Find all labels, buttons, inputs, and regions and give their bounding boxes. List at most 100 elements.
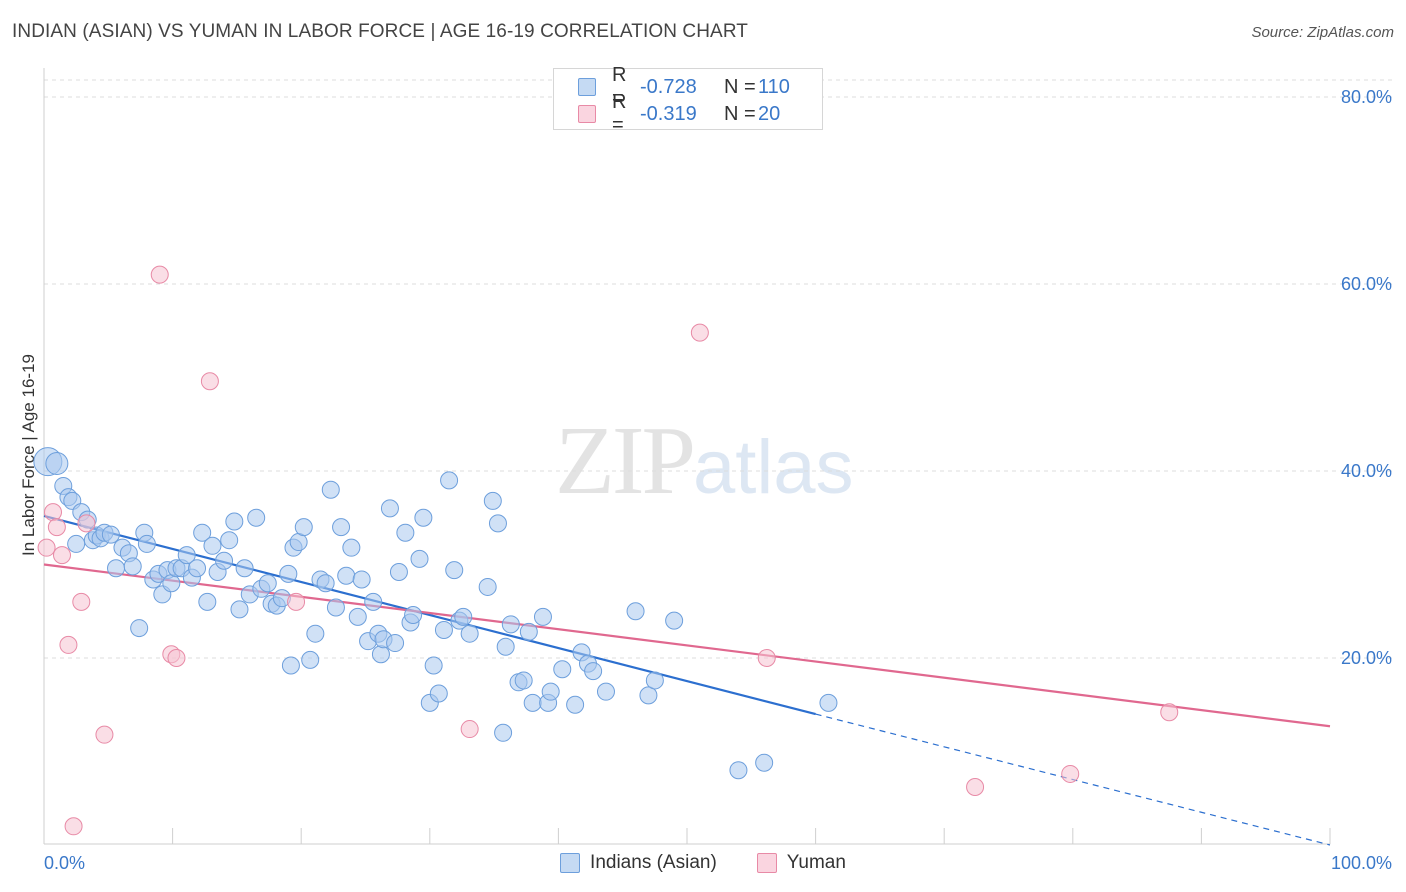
point-indians	[352, 570, 371, 589]
legend-swatch-indians	[560, 853, 581, 873]
legend-swatch-yuman	[578, 105, 596, 123]
point-indians	[198, 592, 217, 611]
point-indians	[371, 645, 390, 664]
point-indians	[188, 559, 207, 578]
point-indians	[494, 723, 513, 742]
point-indians	[225, 512, 244, 531]
point-indians	[819, 693, 838, 712]
point-indians	[162, 574, 181, 593]
point-yuman	[47, 518, 66, 537]
point-indians	[478, 577, 497, 596]
legend-item-indians[interactable]: Indians (Asian)	[560, 852, 717, 874]
x-tick-label: 100.0%	[1331, 853, 1392, 873]
point-indians	[501, 615, 520, 634]
point-indians	[235, 559, 254, 578]
point-indians	[396, 523, 415, 542]
point-yuman	[167, 649, 186, 667]
point-indians	[755, 753, 774, 772]
point-yuman	[1061, 764, 1080, 783]
legend-swatch-indians	[578, 78, 596, 96]
point-indians	[541, 682, 560, 701]
legend-r-label: R =	[612, 91, 627, 136]
legend-label-indians: Indians (Asian)	[590, 852, 717, 873]
point-yuman	[966, 778, 985, 797]
correlation-legend: R = -0.728 N = 110 R = -0.319 N = 20	[553, 64, 823, 136]
point-yuman	[44, 503, 63, 522]
legend-item-yuman[interactable]: Yuman	[756, 852, 846, 874]
y-tick-label: 40.0%	[1341, 461, 1392, 481]
legend-r-value: -0.319	[640, 102, 697, 125]
point-yuman	[95, 725, 114, 744]
point-indians	[332, 518, 351, 537]
point-indians	[440, 471, 459, 490]
point-indians	[130, 619, 149, 638]
x-tick-label: 0.0%	[44, 853, 85, 873]
point-indians	[523, 693, 542, 712]
point-indians	[67, 534, 86, 553]
point-yuman	[690, 323, 709, 342]
point-indians	[326, 598, 345, 617]
point-yuman	[77, 514, 96, 533]
point-indians	[289, 533, 308, 552]
point-indians	[203, 536, 222, 555]
point-yuman	[287, 592, 306, 611]
point-indians	[404, 605, 423, 624]
y-tick-label: 60.0%	[1341, 274, 1392, 294]
point-indians	[514, 671, 533, 690]
point-yuman	[757, 649, 776, 667]
watermark: ZIPatlas	[555, 405, 854, 517]
point-indians	[460, 624, 479, 643]
legend-row-yuman: R = -0.319 N = 20	[578, 91, 780, 136]
point-indians	[247, 508, 266, 527]
point-indians	[483, 491, 502, 510]
point-indians	[386, 634, 405, 653]
point-indians	[230, 600, 249, 619]
point-indians	[454, 607, 473, 626]
legend-r-value: -0.728	[640, 75, 697, 98]
legend-swatch-yuman	[756, 853, 777, 873]
point-yuman	[72, 592, 91, 611]
point-indians	[279, 564, 298, 583]
point-indians	[316, 574, 335, 593]
tick-labels: 20.0% 40.0% 60.0% 80.0% 0.0% 100.0%	[44, 87, 1392, 873]
point-indians	[45, 452, 69, 476]
point-indians	[380, 499, 399, 518]
point-yuman	[59, 635, 78, 654]
point-indians	[348, 607, 367, 626]
legend-n-label: N =	[724, 75, 756, 98]
point-indians	[729, 761, 748, 780]
point-indians	[566, 695, 585, 714]
point-yuman	[150, 265, 169, 284]
point-indians	[389, 562, 408, 581]
chart-title: INDIAN (ASIAN) VS YUMAN IN LABOR FORCE |…	[12, 21, 748, 42]
point-indians	[639, 686, 658, 705]
point-indians	[533, 607, 552, 626]
point-yuman	[37, 538, 56, 557]
legend-n-value: 110	[758, 75, 790, 98]
point-indians	[519, 622, 538, 641]
trend-line-indians	[43, 514, 816, 716]
point-yuman	[460, 720, 479, 739]
y-tick-label: 20.0%	[1341, 648, 1392, 668]
point-indians	[429, 684, 448, 703]
axes	[43, 68, 1331, 845]
point-indians	[364, 592, 383, 611]
point-indians	[584, 662, 603, 681]
point-indians	[306, 624, 325, 643]
point-indians	[337, 566, 356, 585]
point-indians	[342, 538, 361, 557]
point-indians	[107, 559, 126, 578]
legend-row-indians: R = -0.728 N = 110	[578, 64, 790, 109]
point-indians	[553, 660, 572, 679]
chart-source: Source: ZipAtlas.com	[1251, 24, 1394, 41]
point-indians	[123, 557, 142, 576]
point-yuman	[64, 817, 83, 836]
legend-label-yuman: Yuman	[786, 852, 846, 873]
point-yuman	[53, 546, 72, 565]
watermark-zip: ZIP	[555, 407, 696, 515]
point-indians	[137, 534, 156, 553]
point-indians	[424, 656, 443, 675]
point-yuman	[200, 372, 219, 391]
series-legend: Indians (Asian) Yuman	[0, 852, 1406, 874]
